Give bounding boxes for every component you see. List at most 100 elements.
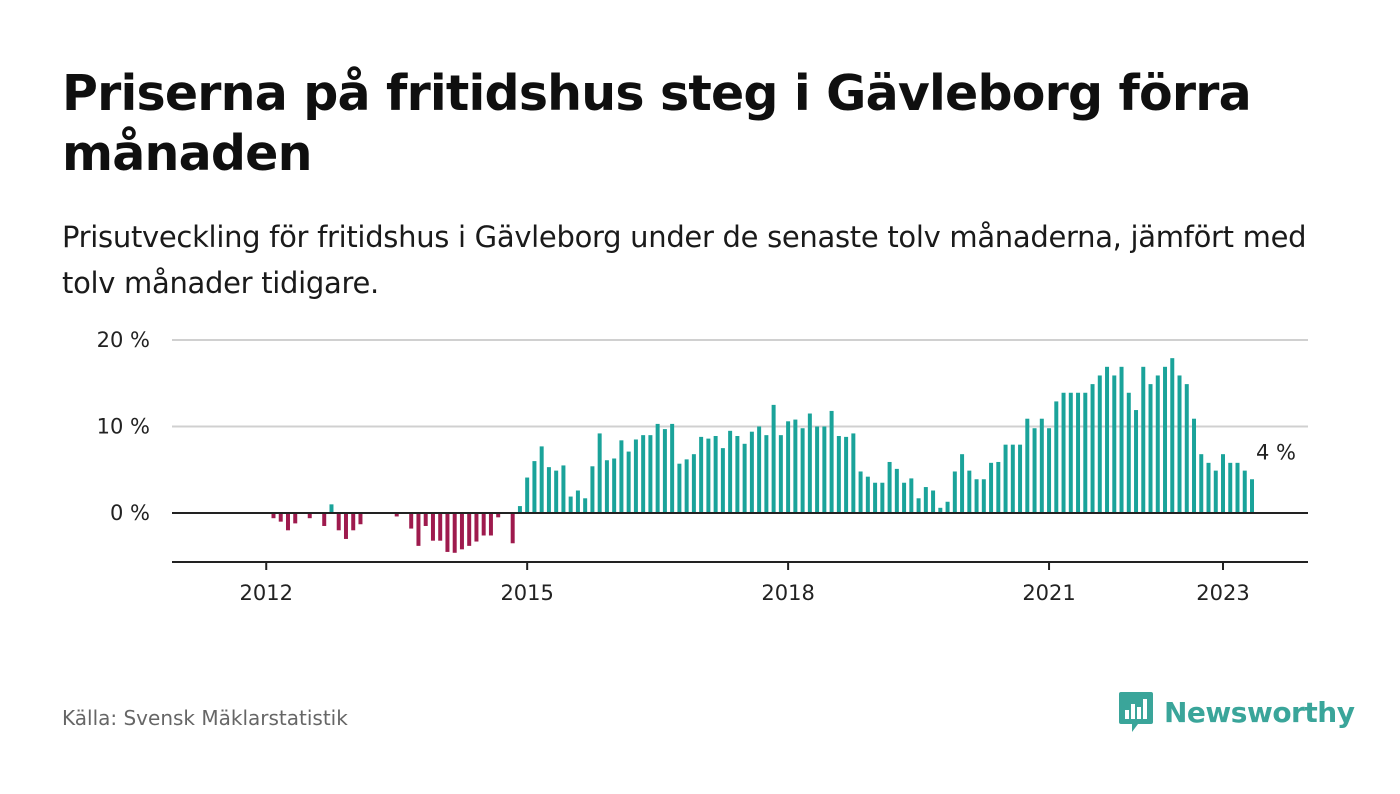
bar: [1155, 375, 1160, 513]
bar: [358, 513, 363, 525]
bar: [670, 423, 675, 513]
bar: [1184, 384, 1189, 513]
bar: [641, 435, 646, 513]
x-tick-label: 2021: [1022, 581, 1075, 605]
bar: [1010, 444, 1015, 513]
bar: [960, 454, 965, 513]
axis-layer: [172, 512, 1308, 570]
bar: [1068, 392, 1073, 513]
x-tick-label: 2018: [761, 581, 814, 605]
bar: [1199, 454, 1204, 513]
bar: [604, 460, 609, 513]
bar: [583, 498, 588, 513]
bar: [554, 470, 559, 513]
bar: [474, 513, 479, 542]
bar: [336, 513, 341, 531]
bar: [329, 504, 334, 513]
bar: [1112, 375, 1117, 513]
grid-layer: [172, 339, 1308, 428]
bar: [416, 513, 421, 546]
bar: [1213, 470, 1218, 513]
bar: [343, 513, 348, 539]
bar: [496, 513, 501, 518]
bar: [844, 436, 849, 513]
y-tick-label: 10 %: [97, 415, 150, 439]
bar: [285, 513, 290, 531]
x-tick-label: 2012: [240, 581, 293, 605]
bar: [909, 478, 914, 513]
bar: [829, 410, 834, 513]
bar: [1148, 384, 1153, 513]
bar: [626, 451, 631, 513]
bar: [481, 513, 486, 536]
bar: [894, 468, 899, 513]
y-tick-label: 0 %: [110, 501, 150, 525]
bar: [967, 470, 972, 513]
bar: [815, 426, 820, 513]
bar: [728, 430, 733, 513]
bar: [612, 458, 617, 513]
bar: [1250, 479, 1254, 513]
bar: [880, 482, 885, 513]
bar: [590, 466, 595, 513]
brand: Newsworthy: [1118, 690, 1355, 734]
y-tick-label: 20 %: [97, 328, 150, 352]
bar: [1076, 392, 1081, 513]
bar: [438, 513, 443, 541]
bar: [662, 429, 667, 513]
bar: [858, 471, 863, 513]
bar: [1170, 358, 1175, 513]
bar: [677, 463, 682, 513]
bar: [902, 482, 907, 513]
bar: [1221, 454, 1225, 513]
bar: [423, 513, 428, 526]
bar: [1228, 462, 1233, 513]
bar: [293, 513, 298, 524]
bar: [706, 438, 711, 513]
bar: [1177, 375, 1182, 513]
bar: [1206, 462, 1211, 513]
bar: [452, 513, 457, 553]
bar: [800, 428, 805, 513]
bar: [764, 435, 769, 513]
bar: [836, 436, 841, 513]
bar: [684, 459, 689, 513]
bar: [459, 513, 464, 550]
bar: [322, 513, 327, 526]
bar: [445, 513, 450, 552]
bar: [409, 513, 414, 529]
bar: [851, 433, 856, 513]
bar: [1141, 366, 1146, 513]
bar: [749, 431, 754, 513]
bar: [467, 513, 472, 546]
bar: [691, 454, 696, 513]
bar: [735, 436, 740, 513]
bar: [597, 433, 602, 513]
bar: [510, 513, 515, 544]
bar: [720, 448, 725, 514]
bar: [807, 413, 812, 513]
bar: [1003, 444, 1008, 513]
bar: [989, 462, 994, 513]
bar: [546, 467, 551, 513]
bar: [822, 426, 827, 513]
bar: [568, 496, 573, 513]
bar: [271, 513, 276, 519]
bar: [575, 490, 580, 513]
bar: [996, 461, 1001, 513]
bar: [1083, 392, 1088, 513]
bar: [1054, 401, 1059, 513]
bar: [648, 435, 653, 513]
bar: [1242, 470, 1247, 513]
bar: [1090, 384, 1095, 513]
bar: [1018, 444, 1023, 513]
bar: [525, 477, 530, 513]
bar: [619, 440, 624, 513]
bar: [938, 507, 943, 513]
bar: [394, 513, 399, 517]
bar: [699, 436, 704, 513]
bar: [873, 482, 878, 513]
chart-title: Priserna på fritidshus steg i Gävleborg …: [62, 65, 1252, 182]
bar: [945, 501, 950, 513]
